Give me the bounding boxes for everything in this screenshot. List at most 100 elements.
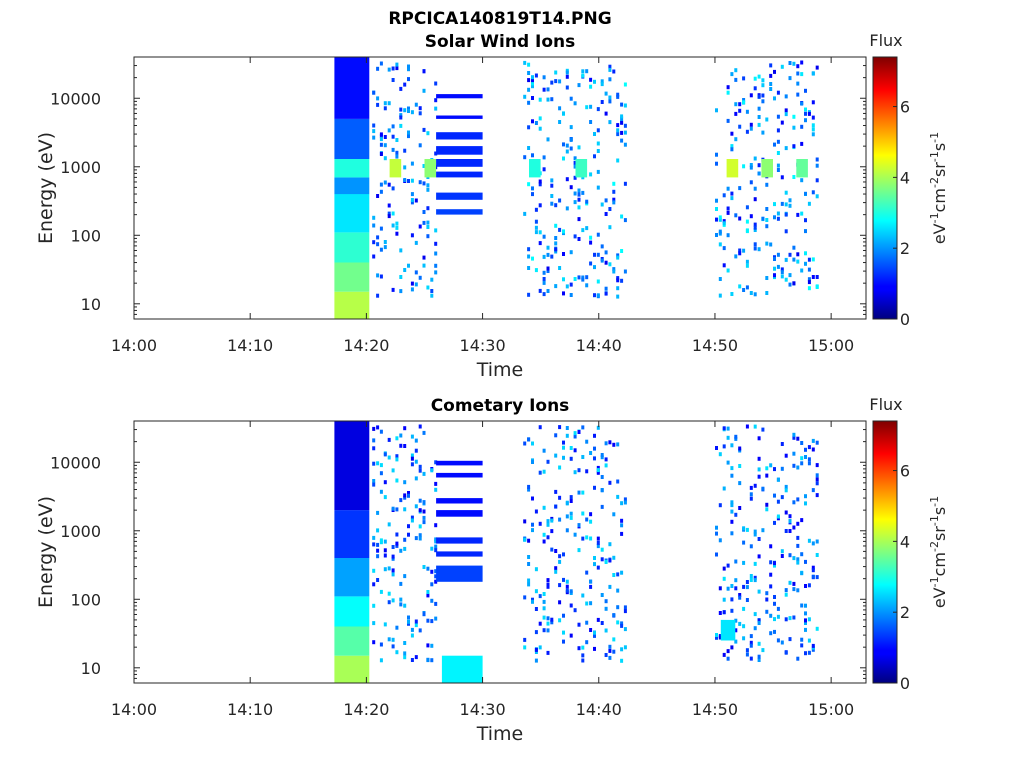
heatmap-pixel	[410, 456, 414, 461]
heatmap-pixel	[757, 467, 761, 472]
heatmap-pixel	[407, 130, 410, 135]
heatmap-pixel	[757, 621, 761, 625]
heatmap-pixel	[418, 180, 422, 185]
heatmap-pixel	[776, 151, 780, 155]
heatmap-pixel	[800, 518, 804, 523]
heatmap-pixel	[403, 108, 407, 113]
heatmap-pixel	[527, 538, 531, 543]
heatmap-pixel	[745, 652, 749, 657]
heatmap-pixel	[792, 463, 796, 468]
heatmap-pixel	[800, 72, 804, 77]
heatmap-pixel	[780, 274, 784, 279]
heatmap-pixel	[600, 475, 604, 479]
heatmap-pixel	[773, 215, 776, 220]
heatmap-pixel	[815, 178, 819, 183]
heatmap-pixel	[414, 459, 418, 464]
heatmap-pixel	[562, 252, 565, 256]
heatmap-pixel	[372, 482, 376, 487]
heatmap-pixel	[372, 479, 376, 483]
heatmap-block	[575, 159, 588, 178]
heatmap-pixel	[718, 503, 722, 508]
heatmap-pixel	[434, 544, 438, 549]
heatmap-pixel	[426, 131, 430, 136]
heatmap-block	[334, 262, 370, 292]
heatmap-pixel	[600, 557, 604, 562]
heatmap-pixel	[565, 206, 569, 211]
heatmap-pixel	[776, 211, 780, 216]
heatmap-pixel	[784, 229, 788, 234]
heatmap-pixel	[403, 641, 407, 645]
heatmap-pixel	[554, 284, 558, 289]
heatmap-pixel	[738, 464, 742, 468]
heatmap-pixel	[788, 616, 792, 621]
heatmap-pixel	[399, 275, 403, 279]
heatmap-pixel	[565, 514, 569, 519]
heatmap-pixel	[623, 500, 627, 505]
heatmap-block	[529, 159, 541, 178]
heatmap-pixel	[616, 294, 620, 299]
heatmap-pixel	[391, 556, 395, 561]
heatmap-pixel	[815, 477, 819, 482]
heatmap-pixel	[749, 163, 753, 167]
heatmap-pixel	[616, 286, 620, 291]
heatmap-pixel	[718, 538, 722, 543]
heatmap-block	[436, 209, 483, 215]
heatmap-pixel	[616, 278, 620, 283]
heatmap-pixel	[738, 186, 742, 191]
heatmap-pixel	[749, 180, 753, 185]
heatmap-pixel	[589, 512, 593, 517]
heatmap-pixel	[620, 138, 624, 143]
heatmap-pixel	[784, 484, 788, 489]
heatmap-pixel	[527, 487, 531, 492]
heatmap-pixel	[527, 266, 531, 270]
heatmap-pixel	[581, 228, 585, 233]
heatmap-pixel	[773, 629, 776, 634]
heatmap-pixel	[527, 62, 531, 67]
heatmap-pixel	[376, 273, 380, 278]
heatmap-pixel	[753, 225, 757, 230]
heatmap-pixel	[757, 74, 761, 79]
heatmap-pixel	[784, 146, 788, 151]
heatmap-block	[334, 421, 370, 511]
heatmap-pixel	[418, 464, 422, 469]
heatmap-pixel	[718, 277, 722, 281]
heatmap-pixel	[811, 647, 815, 652]
heatmap-pixel	[596, 544, 600, 549]
heatmap-pixel	[620, 518, 624, 523]
heatmap-pixel	[391, 134, 395, 139]
heatmap-pixel	[596, 149, 600, 153]
heatmap-pixel	[569, 185, 573, 190]
heatmap-pixel	[620, 114, 624, 119]
heatmap-pixel	[800, 211, 804, 216]
heatmap-pixel	[558, 227, 562, 232]
heatmap-pixel	[577, 197, 581, 202]
heatmap-pixel	[538, 116, 542, 121]
heatmap-pixel	[546, 578, 550, 583]
heatmap-pixel	[589, 261, 593, 266]
heatmap-pixel	[596, 128, 600, 133]
heatmap-block	[726, 159, 739, 178]
heatmap-pixel	[372, 90, 376, 95]
heatmap-block	[436, 94, 483, 99]
heatmap-pixel	[577, 217, 581, 222]
heatmap-pixel	[546, 87, 550, 92]
heatmap-pixel	[414, 623, 418, 628]
heatmap-pixel	[722, 221, 726, 226]
heatmap-block	[436, 472, 483, 478]
heatmap-pixel	[726, 90, 730, 95]
heatmap-pixel	[403, 148, 407, 153]
heatmap-pixel	[542, 167, 546, 172]
heatmap-pixel	[418, 498, 422, 503]
heatmap-pixel	[623, 130, 627, 135]
heatmap-pixel	[623, 269, 627, 274]
heatmap-pixel	[715, 531, 718, 536]
heatmap-pixel	[395, 62, 399, 67]
heatmap-pixel	[550, 201, 554, 206]
heatmap-pixel	[523, 645, 527, 650]
heatmap-pixel	[383, 240, 387, 244]
heatmap-pixel	[769, 544, 773, 549]
heatmap-pixel	[383, 156, 387, 161]
heatmap-pixel	[531, 119, 534, 124]
heatmap-pixel	[726, 233, 730, 238]
heatmap-pixel	[722, 219, 726, 224]
